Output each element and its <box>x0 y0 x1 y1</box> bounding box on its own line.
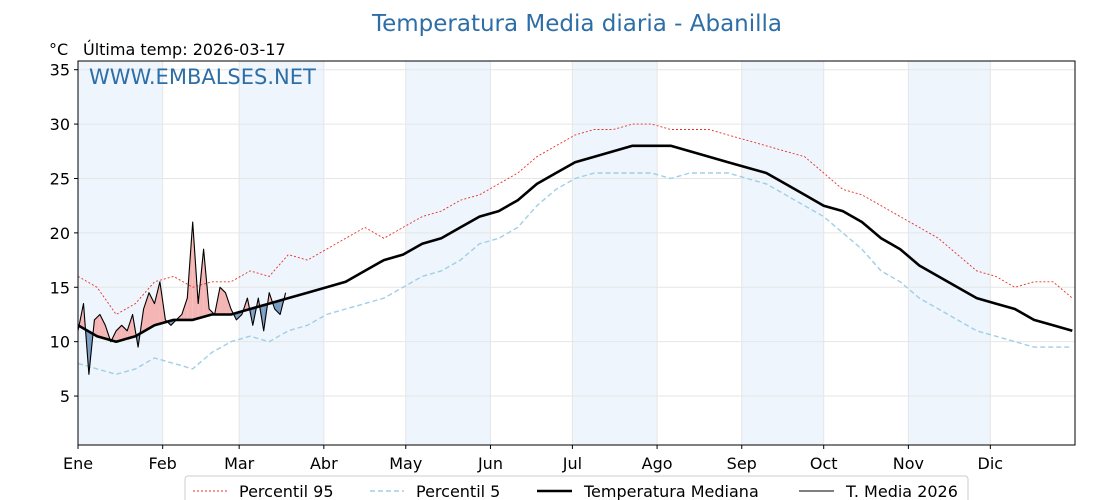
y-tick-label-20: 20 <box>50 224 70 243</box>
month-band-sep <box>741 61 824 445</box>
series-line-median <box>77 144 1073 344</box>
anomaly-fill-3 <box>94 314 100 337</box>
month-band-may <box>405 61 491 445</box>
chart-title: Temperatura Media diaria - Abanilla <box>371 11 782 37</box>
watermark: WWW.EMBALSES.NET <box>89 65 316 89</box>
series-line-current <box>77 221 287 375</box>
series-lines <box>77 123 1073 375</box>
legend-label-p5: Percentil 5 <box>416 482 500 500</box>
x-tick-label-may: May <box>389 454 422 473</box>
legend-label-current: T. Media 2026 <box>845 482 958 500</box>
x-tick-label-oct: Oct <box>810 454 838 473</box>
legend-label-p95: Percentil 95 <box>239 482 334 500</box>
series-line-p95 <box>77 123 1073 315</box>
month-band-mar <box>239 61 324 445</box>
x-tick-label-sep: Sep <box>727 454 757 473</box>
x-tick-label-mar: Mar <box>224 454 255 473</box>
last-temp-label: Última temp: 2026-03-17 <box>83 40 286 59</box>
x-axis-ticks: Ene Feb Mar Abr May Jun Jul Ago Sep Oct Nov Dic <box>63 445 1003 473</box>
y-tick-label-30: 30 <box>50 115 70 134</box>
x-tick-label-abr: Abr <box>310 454 338 473</box>
anomaly-fill-36 <box>274 300 281 315</box>
x-tick-label-ene: Ene <box>63 454 93 473</box>
legend-label-median: Temperatura Mediana <box>583 482 759 500</box>
anomaly-fill-12 <box>143 292 150 332</box>
y-tick-label-35: 35 <box>50 61 70 80</box>
legend: Percentil 95 Percentil 5 Temperatura Med… <box>184 475 969 500</box>
anomaly-fill-26 <box>220 287 226 315</box>
month-band-jul <box>572 61 658 445</box>
x-tick-label-feb: Feb <box>149 454 177 473</box>
y-tick-label-15: 15 <box>50 278 70 297</box>
x-tick-label-ago: Ago <box>642 454 673 473</box>
y-tick-label-5: 5 <box>60 387 70 406</box>
anomaly-fill-8 <box>121 325 128 341</box>
series-line-p5 <box>77 172 1073 375</box>
legend-box <box>184 475 969 500</box>
month-band-ene <box>78 61 163 445</box>
x-tick-label-dic: Dic <box>978 454 1004 473</box>
month-bands <box>78 61 991 445</box>
anomaly-fill-9 <box>127 314 133 339</box>
y-tick-label-10: 10 <box>50 333 70 352</box>
y-tick-label-25: 25 <box>50 169 70 188</box>
y-axis-ticks: 5 10 15 20 25 30 35 <box>50 61 78 406</box>
anomaly-fill-4 <box>99 314 106 339</box>
anomaly-fill-14 <box>154 281 160 326</box>
x-tick-label-nov: Nov <box>893 454 924 473</box>
unit-label: °C <box>49 40 68 59</box>
plot-frame <box>77 60 1076 446</box>
x-tick-label-jun: Jun <box>477 454 503 473</box>
month-band-nov <box>908 61 991 445</box>
x-tick-label-jul: Jul <box>562 454 582 473</box>
